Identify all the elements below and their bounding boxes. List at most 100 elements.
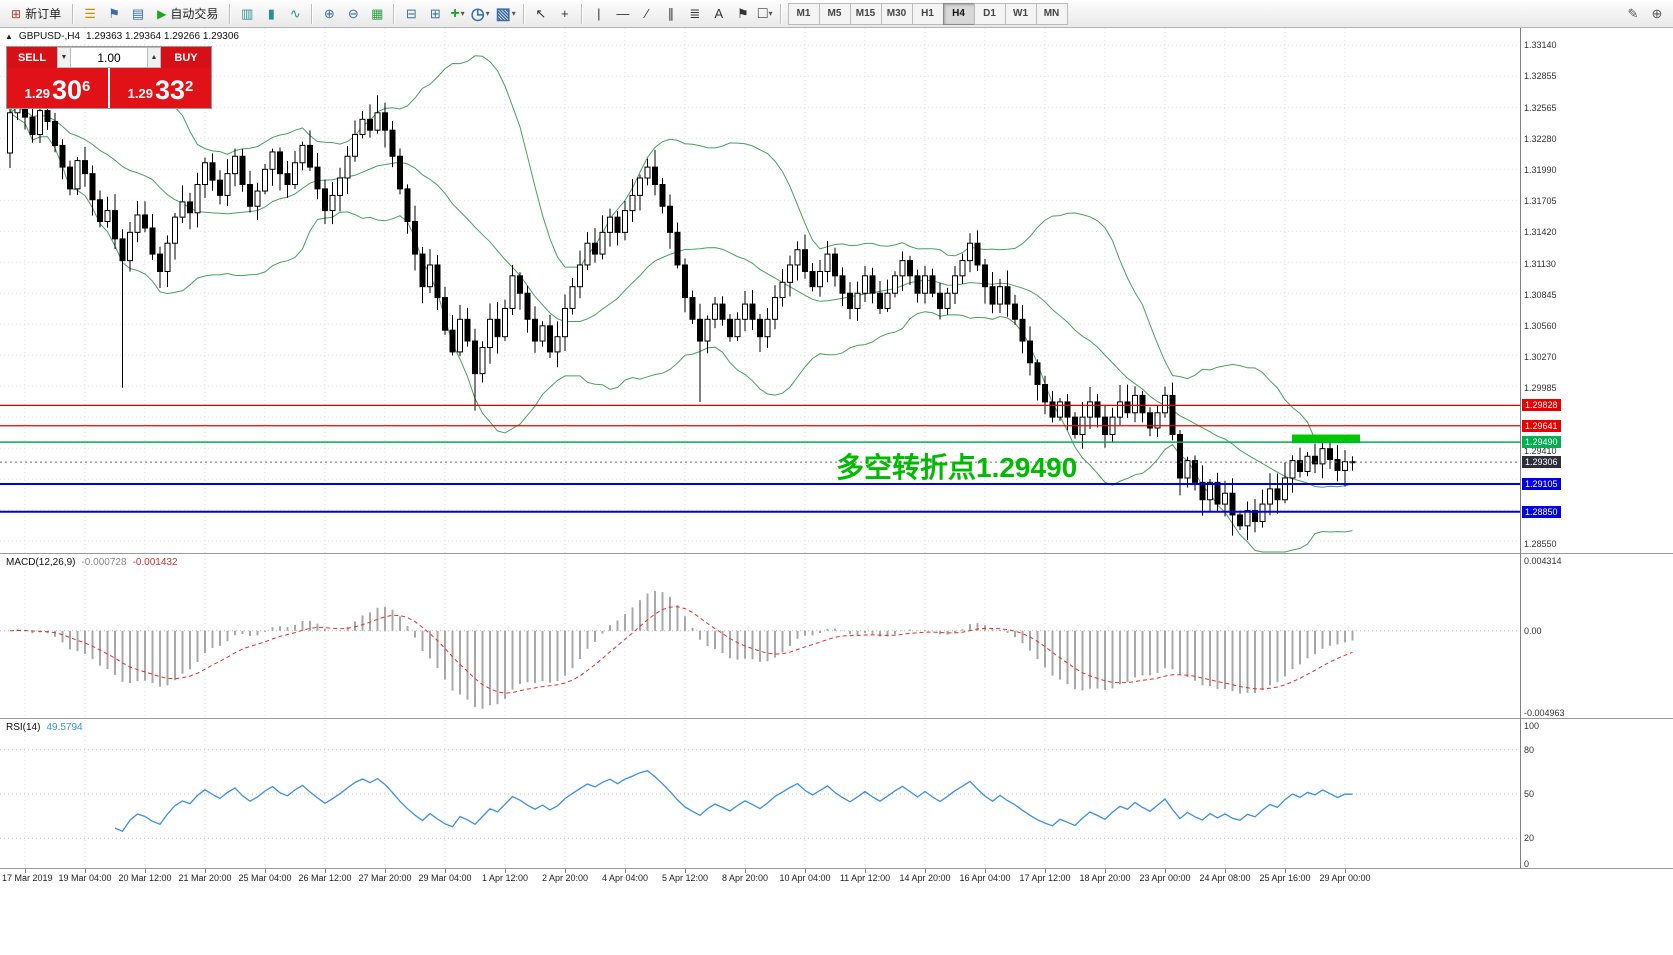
timeframe-button-w1[interactable]: W1 bbox=[1004, 2, 1037, 25]
line-chart-icon[interactable]: ∿ bbox=[289, 5, 301, 21]
price-axis-label: 1.30560 bbox=[1524, 320, 1557, 331]
timeframe-buttons: M1 M5 M15 M30 H1 H4 D1 W1 MN bbox=[787, 2, 1068, 25]
text-label-icon[interactable]: A bbox=[714, 6, 724, 21]
time-axis-label: 23 Apr 00:00 bbox=[1139, 873, 1191, 883]
shapes-menu-button[interactable]: □ ▾ bbox=[755, 3, 776, 25]
timeframe-button-m30[interactable]: M30 bbox=[880, 2, 913, 25]
magnifier-icon[interactable]: ⊕ bbox=[1651, 5, 1663, 21]
chart-macd-splitter[interactable] bbox=[0, 553, 1673, 556]
time-tick-mark bbox=[1045, 869, 1046, 873]
candlestick-chart-icon[interactable]: ▮ bbox=[267, 5, 275, 21]
indicators-menu-icon: + bbox=[450, 4, 460, 22]
time-tick-mark bbox=[1165, 869, 1166, 873]
macd-signal-line bbox=[9, 606, 1353, 694]
price-axis-label: 1.29410 bbox=[1524, 445, 1557, 456]
macd-axis-label: -0.004963 bbox=[1524, 708, 1565, 718]
rsi-line bbox=[114, 769, 1353, 833]
indicators-menu-button[interactable]: + ▾ bbox=[447, 3, 467, 25]
volume-input[interactable] bbox=[71, 47, 147, 68]
pivot-highlight-box[interactable] bbox=[1292, 434, 1360, 444]
time-axis-label: 11 Apr 12:00 bbox=[839, 873, 891, 883]
time-axis-label: 27 Mar 20:00 bbox=[358, 873, 412, 883]
trendline-icon[interactable]: ∕ bbox=[645, 6, 648, 21]
timeframe-button-h1[interactable]: H1 bbox=[911, 2, 944, 25]
cursor-icon[interactable]: ↖ bbox=[535, 5, 547, 21]
arrange-windows-icon[interactable]: ⊟ bbox=[405, 5, 417, 21]
horizontal-line-icon[interactable]: — bbox=[616, 6, 630, 21]
timeframe-button-h4[interactable]: H4 bbox=[942, 2, 975, 25]
price-axis-label: 1.29985 bbox=[1524, 383, 1557, 394]
price-axis-label: 1.32280 bbox=[1524, 133, 1557, 144]
macd-panel-canvas[interactable] bbox=[0, 555, 1673, 718]
templates-menu-button[interactable]: ▧ ▾ bbox=[493, 3, 519, 25]
rsi-axis-label: 80 bbox=[1524, 744, 1535, 755]
tile-windows-icon[interactable]: ▦ bbox=[371, 5, 384, 21]
price-badge-1.29490: 1.29490 bbox=[1522, 436, 1561, 449]
timeframe-button-m5[interactable]: M5 bbox=[818, 2, 851, 25]
time-axis-label: 26 Mar 12:00 bbox=[298, 873, 352, 883]
sell-price-button[interactable]: 1.29 30 6 bbox=[7, 68, 108, 108]
time-axis-label: 21 Mar 20:00 bbox=[178, 873, 232, 883]
chevron-down-icon: ▾ bbox=[485, 9, 490, 18]
chevron-down-icon: ▾ bbox=[460, 9, 465, 18]
edit-icon[interactable]: ✎ bbox=[1627, 5, 1639, 21]
time-tick-mark bbox=[1225, 869, 1226, 873]
equidistant-channel-icon[interactable]: ∥ bbox=[667, 5, 675, 21]
navigator-icon[interactable]: ⚑ bbox=[108, 5, 120, 21]
price-badge-1.29306: 1.29306 bbox=[1522, 456, 1561, 469]
new-order-button[interactable]: ⊞ 新订单 bbox=[4, 2, 68, 26]
rsi-axis-label: 20 bbox=[1524, 833, 1535, 844]
time-tick-mark bbox=[685, 869, 686, 873]
shapes-menu-icon: □ bbox=[757, 4, 768, 22]
time-axis-label: 14 Apr 20:00 bbox=[899, 873, 951, 883]
chevron-down-icon: ▾ bbox=[511, 9, 516, 18]
volume-decrease-button[interactable]: ▼ bbox=[57, 47, 71, 68]
market-watch-icon[interactable]: ☰ bbox=[84, 5, 96, 21]
buy-price-big-digits: 33 bbox=[154, 75, 185, 105]
macd-axis-label: 0.00 bbox=[1524, 625, 1542, 636]
timeframe-button-m15[interactable]: M15 bbox=[849, 2, 882, 25]
fibonacci-icon[interactable]: ≣ bbox=[689, 5, 701, 21]
timeframe-button-d1[interactable]: D1 bbox=[973, 2, 1006, 25]
timeframe-button-m1[interactable]: M1 bbox=[787, 2, 820, 25]
horizontal-level-lines bbox=[0, 404, 1520, 513]
price-axis-label: 1.31130 bbox=[1524, 258, 1556, 269]
buy-price-prefix: 1.29 bbox=[127, 86, 153, 101]
buy-price-button[interactable]: 1.29 33 2 bbox=[110, 68, 211, 108]
buy-button[interactable]: BUY bbox=[161, 47, 211, 68]
macd-axis-label: 0.004314 bbox=[1524, 556, 1562, 566]
macd-rsi-splitter[interactable] bbox=[0, 718, 1673, 721]
periods-menu-button[interactable]: ◷ ▾ bbox=[468, 3, 493, 25]
time-axis-label: 24 Apr 08:00 bbox=[1199, 873, 1251, 883]
macd-name: MACD(12,26,9) bbox=[6, 557, 76, 568]
cascade-windows-icon[interactable]: ⊞ bbox=[429, 5, 441, 21]
time-tick-mark bbox=[565, 869, 566, 873]
timeframe-button-mn[interactable]: MN bbox=[1035, 2, 1068, 25]
one-click-trading-panel: SELL ▼ ▲ BUY 1.29 30 6 1.29 33 2 bbox=[6, 46, 212, 109]
rsi-panel-canvas[interactable] bbox=[0, 720, 1673, 868]
arrows-icon[interactable]: ⚑ bbox=[736, 5, 749, 21]
autotrading-button[interactable]: ▶ 自动交易 bbox=[150, 2, 225, 26]
trade-panel-collapse-icon[interactable]: ▲ bbox=[5, 32, 13, 41]
bollinger-upper-band bbox=[9, 55, 1353, 444]
vertical-line-icon[interactable]: | bbox=[597, 6, 601, 21]
toolbar-separator bbox=[229, 3, 232, 24]
price-axis-label: 1.31990 bbox=[1524, 165, 1557, 176]
time-tick-mark bbox=[205, 869, 206, 873]
macd-grid bbox=[0, 555, 1520, 718]
zoom-out-icon[interactable]: ⊖ bbox=[347, 5, 359, 21]
rsi-axis-label: 100 bbox=[1524, 721, 1540, 731]
crosshair-icon[interactable]: + bbox=[561, 6, 569, 21]
price-badge-1.28850: 1.28850 bbox=[1522, 505, 1561, 518]
sell-button[interactable]: SELL bbox=[7, 47, 57, 68]
price-axis-label: 1.33140 bbox=[1524, 40, 1557, 51]
bar-chart-icon[interactable]: ▥ bbox=[241, 5, 254, 21]
price-badge-1.29105: 1.29105 bbox=[1522, 477, 1561, 490]
price-axis-label: 1.31420 bbox=[1524, 227, 1557, 238]
time-tick-mark bbox=[325, 869, 326, 873]
volume-increase-button[interactable]: ▲ bbox=[147, 47, 161, 68]
zoom-in-icon[interactable]: ⊕ bbox=[323, 5, 335, 21]
price-axis-label: 1.28550 bbox=[1524, 539, 1557, 550]
main-chart-canvas[interactable] bbox=[0, 28, 1673, 553]
terminal-icon[interactable]: ▤ bbox=[131, 5, 145, 21]
